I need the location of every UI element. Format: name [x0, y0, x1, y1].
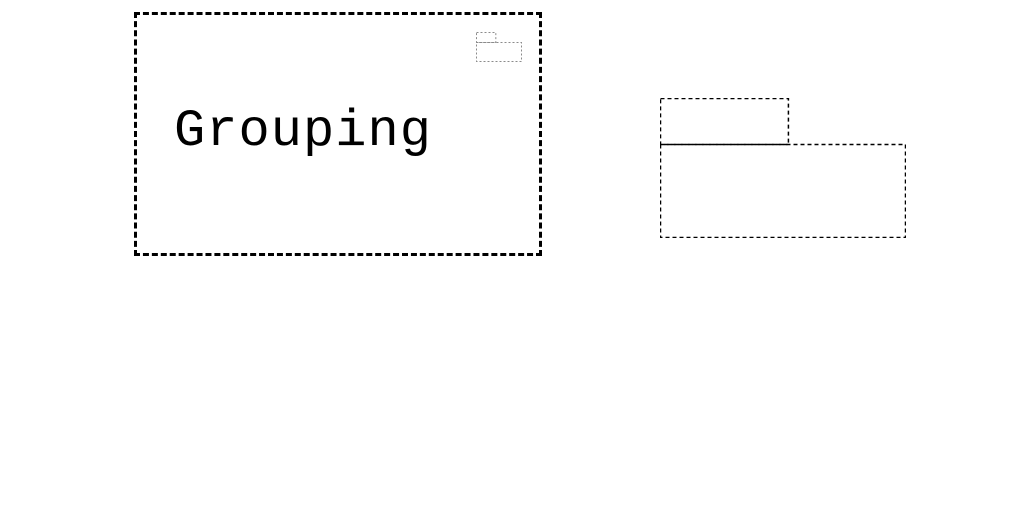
folder-icon: [476, 32, 522, 62]
folder-icon: [660, 98, 906, 238]
grouping-label: Grouping: [174, 102, 432, 161]
diagram-canvas: Grouping: [0, 0, 1024, 512]
